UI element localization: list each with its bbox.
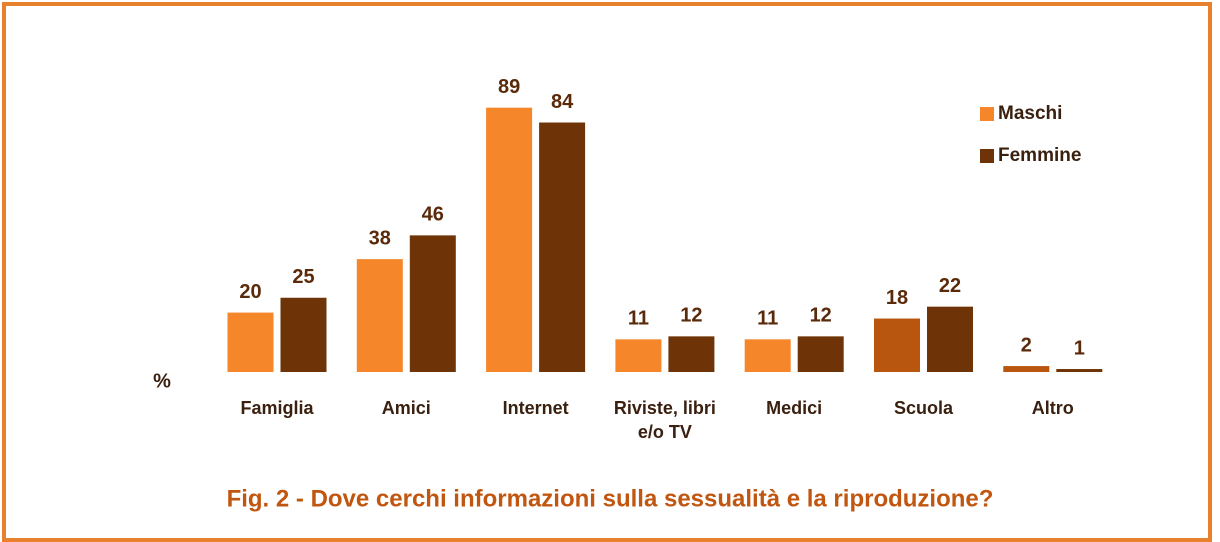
legend-label: Maschi	[998, 103, 1062, 124]
data-label: 12	[810, 305, 832, 327]
legend-swatch	[980, 149, 994, 163]
chart: % Fig. 2 - Dove cerchi informazioni sull…	[153, 76, 1103, 512]
x-tick-label: Altro	[1031, 398, 1074, 418]
bar	[356, 259, 403, 372]
data-label: 2	[1021, 334, 1032, 356]
bar	[1056, 369, 1103, 372]
bar	[615, 339, 662, 372]
data-label: 89	[498, 76, 520, 98]
bar	[744, 339, 791, 372]
chart-title: Fig. 2 - Dove cerchi informazioni sulla …	[227, 485, 994, 512]
bar	[409, 235, 456, 372]
x-tick-label: Riviste, libri e/o TV	[613, 398, 716, 442]
bar	[280, 297, 327, 372]
data-label: 38	[369, 227, 391, 249]
data-label: 22	[939, 275, 961, 297]
legend-swatch	[980, 107, 994, 121]
bar	[539, 122, 586, 373]
data-label: 1	[1074, 337, 1085, 359]
bar	[1003, 366, 1050, 372]
bar	[486, 107, 533, 373]
data-label: 11	[757, 308, 778, 330]
x-tick-label: Scuola	[893, 398, 954, 418]
data-label: 20	[239, 281, 261, 303]
bar	[668, 336, 715, 372]
x-tick-label: Amici	[381, 398, 431, 418]
data-label: 46	[422, 204, 444, 226]
data-label: 18	[886, 287, 908, 309]
bar	[227, 312, 274, 372]
x-tick-label: Internet	[502, 398, 569, 418]
bar	[874, 318, 920, 372]
bar	[927, 306, 973, 372]
x-tick-label: Medici	[766, 398, 823, 418]
bar	[797, 336, 844, 372]
data-label: 25	[292, 266, 314, 288]
legend-label: Femmine	[998, 145, 1081, 166]
y-axis-label: %	[153, 370, 171, 392]
x-tick-label: Famiglia	[240, 398, 314, 418]
data-label: 12	[680, 305, 702, 327]
data-label: 11	[628, 308, 649, 330]
data-label: 84	[551, 91, 574, 113]
